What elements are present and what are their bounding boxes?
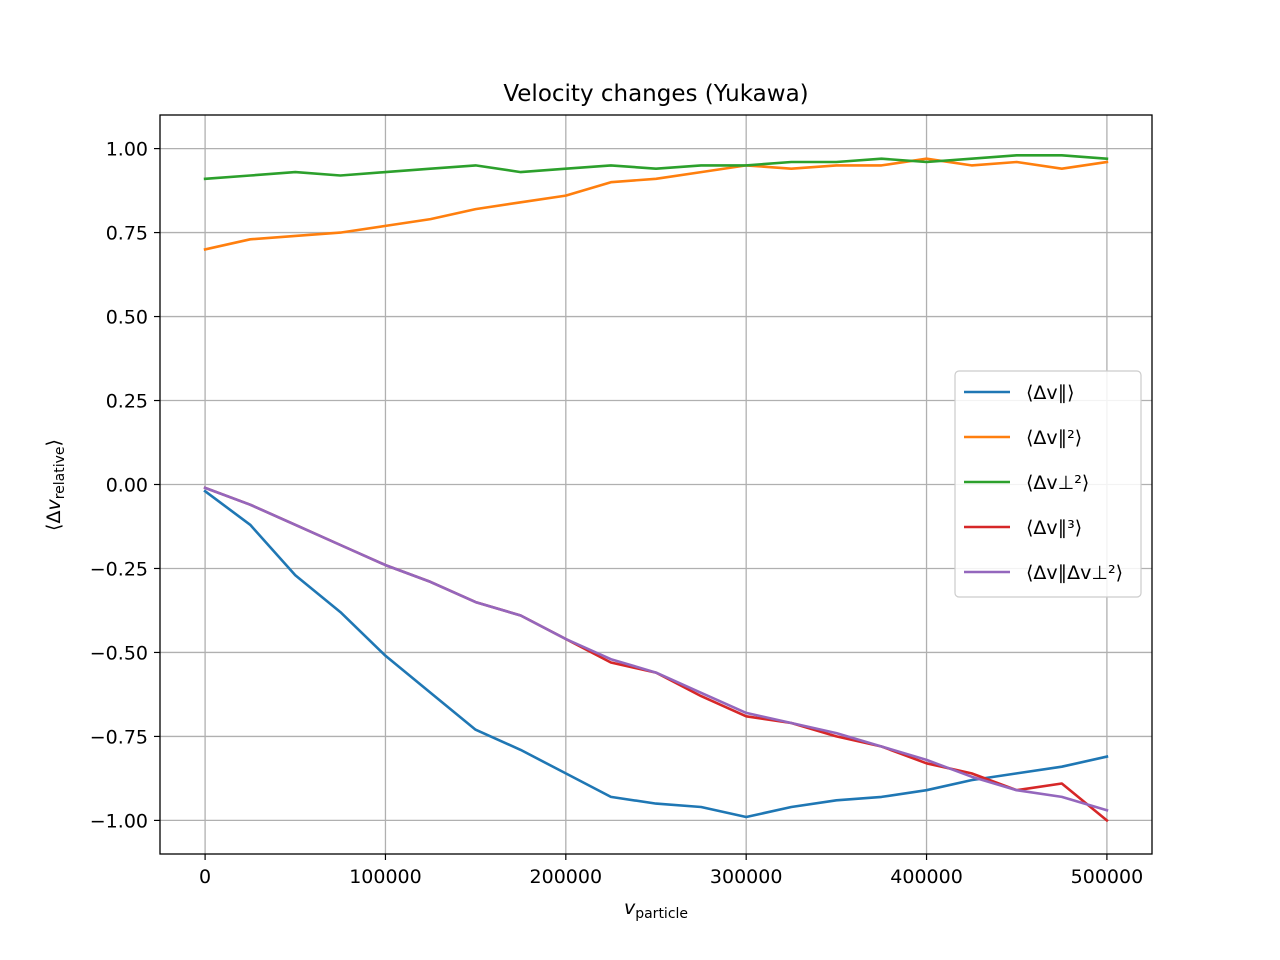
y-tick-label: 0.50 (106, 307, 148, 329)
y-tick-label: −0.75 (90, 726, 148, 748)
series-line-1 (203, 489, 1109, 819)
series-lines (203, 154, 1109, 823)
chart-title: Velocity changes (Yukawa) (503, 81, 808, 107)
legend-box (954, 370, 1142, 598)
x-tick-label: 100000 (349, 866, 422, 888)
y-tick-label: −0.25 (90, 558, 148, 580)
legend: ⟨Δv∥⟩ ⟨Δv∥²⟩ ⟨Δv⊥²⟩ ⟨Δv∥³⟩ ⟨Δv∥Δv⊥²⟩ (954, 370, 1142, 598)
y-tick-label: 1.00 (106, 139, 148, 161)
y-tick-label: −1.00 (90, 810, 148, 832)
series-line-3 (203, 154, 1109, 181)
series-line-5 (203, 486, 1109, 812)
x-tick-label: 500000 (1071, 866, 1144, 888)
series-line-2 (203, 157, 1109, 251)
x-axis-label: vparticle (624, 897, 688, 922)
x-tick-label: 300000 (710, 866, 783, 888)
y-tick-label: −0.50 (90, 642, 148, 664)
y-tick-label: 0.25 (106, 391, 148, 413)
x-tick-label: 200000 (530, 866, 603, 888)
y-tick-label: 0.00 (106, 475, 148, 497)
x-tick-label: 0 (199, 866, 211, 888)
y-axis-label: ⟨Δvrelative⟩ (43, 439, 68, 531)
legend-label: ⟨Δv∥³⟩ (1026, 517, 1082, 539)
y-tick-label: 0.75 (106, 223, 148, 245)
legend-label: ⟨Δv∥⟩ (1026, 382, 1075, 404)
x-tick-label: 400000 (890, 866, 963, 888)
ticks: 0 100000 200000 300000 400000 500000 −1.00 −0.7… (90, 139, 1143, 888)
legend-label: ⟨Δv∥Δv⊥²⟩ (1026, 562, 1123, 584)
legend-label: ⟨Δv∥²⟩ (1026, 427, 1082, 449)
legend-label: ⟨Δv⊥²⟩ (1026, 472, 1089, 494)
